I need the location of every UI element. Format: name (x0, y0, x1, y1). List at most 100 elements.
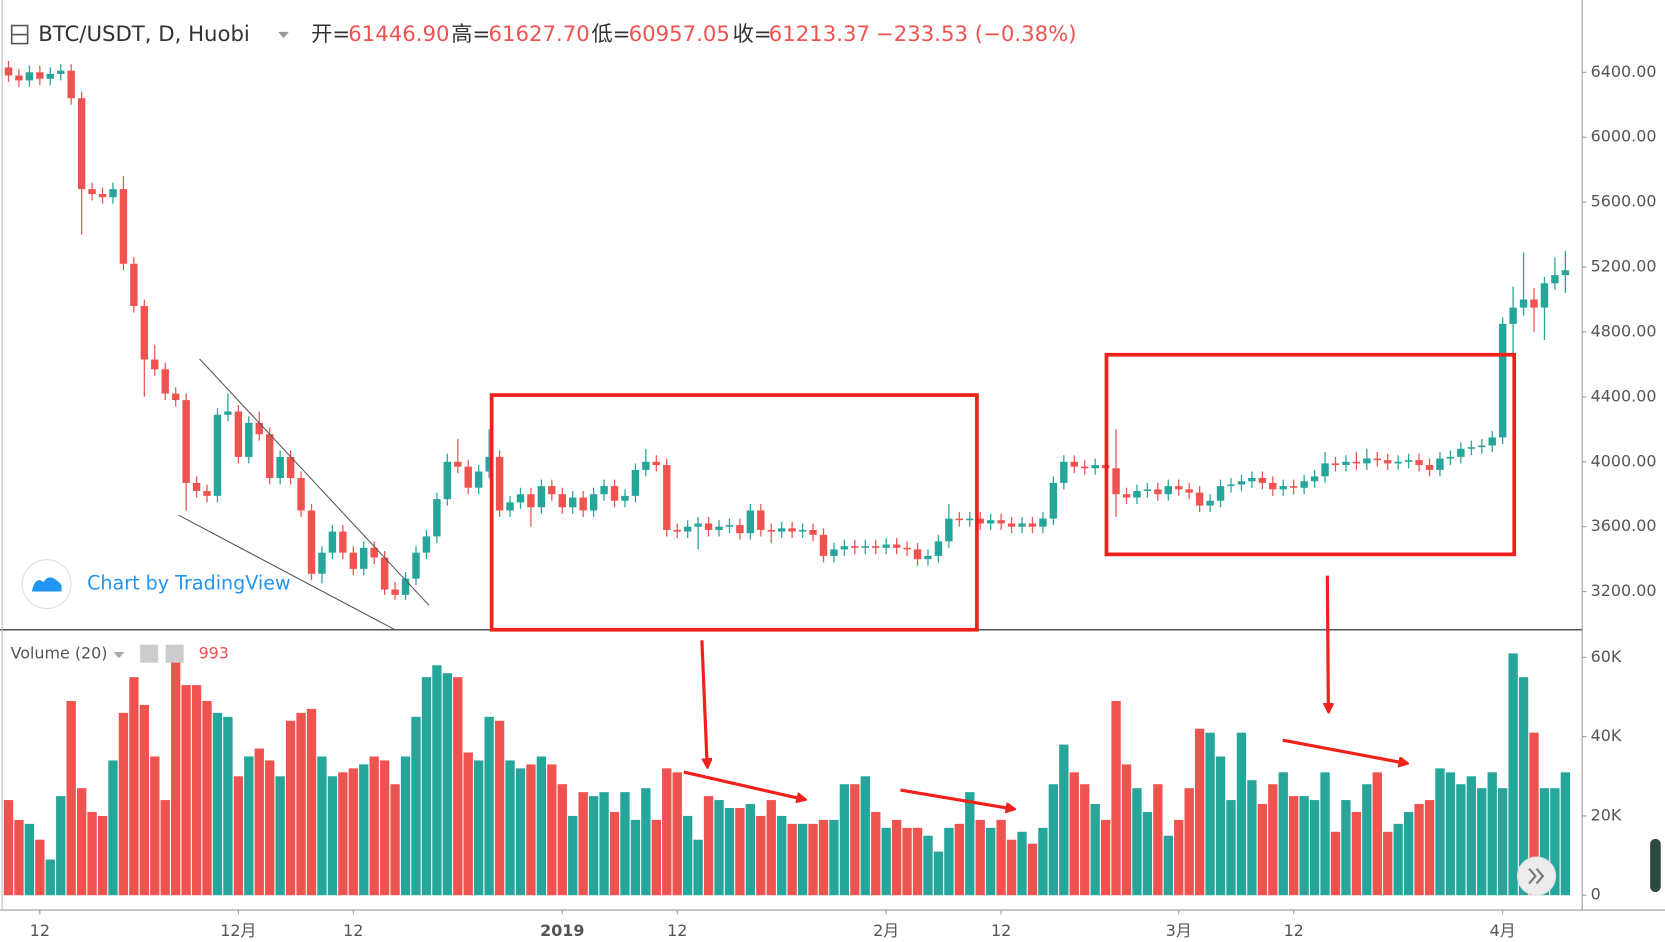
y-tick-label: 4400.00 (1591, 386, 1657, 405)
trend-line (178, 514, 396, 631)
arrow (900, 788, 1014, 809)
volume-bar (1351, 811, 1362, 896)
candle-body (1049, 482, 1058, 519)
candle-body (882, 544, 890, 548)
close-icon[interactable] (165, 644, 184, 663)
volume-bar (1017, 831, 1027, 896)
volume-bar (265, 760, 275, 896)
x-tick-label: 2019 (540, 921, 584, 940)
candle-body (934, 541, 943, 556)
volume-bar (45, 859, 55, 896)
volume-bar (432, 665, 442, 896)
candle-body (1227, 484, 1235, 487)
x-tick-label: 12月 (220, 921, 256, 940)
dropdown-caret[interactable] (113, 652, 125, 659)
candle-body (485, 456, 493, 472)
candle-body (1216, 486, 1225, 501)
candle-body (1425, 465, 1434, 470)
ohlc-value: 61213.37 (769, 22, 870, 47)
volume-bar (317, 756, 327, 896)
candle-body (1321, 463, 1329, 477)
candle-body (548, 486, 556, 495)
volume-bar (933, 851, 944, 896)
candle-body (527, 494, 535, 508)
candle-body (652, 461, 661, 466)
volume-bar (1215, 756, 1226, 896)
volume-bar (1435, 768, 1445, 896)
volume-bar (129, 677, 139, 896)
volume-bar (411, 716, 421, 896)
candle-body (945, 518, 953, 542)
candle-body (673, 529, 681, 532)
y-tick-label: 4000.00 (1591, 451, 1657, 470)
candle-body (1237, 481, 1246, 485)
volume-bar (1550, 788, 1560, 896)
volume-bar (14, 819, 24, 896)
ohlc-name: 开= (311, 22, 350, 47)
volume-bar (24, 823, 35, 896)
volume-bar (1477, 788, 1487, 896)
volume-bar (1121, 764, 1132, 896)
candle-body (903, 547, 911, 550)
candle-body (67, 70, 75, 99)
volume-bar (338, 772, 348, 896)
y-tick-label: 5200.00 (1591, 257, 1657, 276)
candle-body (265, 434, 274, 479)
scrollbar[interactable] (1650, 838, 1661, 893)
candle-body (1540, 283, 1549, 308)
volume-title[interactable]: Volume (20) (11, 644, 108, 663)
volume-bar (212, 712, 223, 896)
volume-bar (672, 772, 682, 896)
y-tick-label: 4800.00 (1591, 321, 1657, 340)
watermark[interactable]: Chart by TradingView (87, 572, 291, 595)
candle-body (88, 189, 96, 195)
x-tick-label: 3月 (1166, 921, 1192, 940)
settings-icon[interactable] (140, 644, 159, 663)
arrow (683, 770, 805, 800)
candle-body (746, 510, 755, 534)
candle-body (924, 555, 932, 560)
highlight-box (1104, 352, 1517, 557)
symbol-title[interactable]: BTC/USDT, D, Huobi (38, 22, 250, 47)
volume-bar (630, 819, 641, 896)
volume-bar (756, 815, 766, 896)
volume-bar (463, 752, 473, 896)
candle-body (694, 523, 702, 527)
volume-bar (735, 807, 745, 896)
candle-body (715, 526, 723, 530)
candle-body (464, 466, 472, 488)
candle-body (1446, 456, 1455, 459)
volume-bar (568, 815, 578, 896)
volume-last: 993 (199, 644, 229, 663)
volume-bar (777, 815, 787, 896)
volume-tick-label: 20K (1591, 805, 1622, 824)
candle-body (234, 411, 243, 457)
volume-bar (996, 819, 1006, 896)
volume-bar (797, 823, 808, 896)
candle-body (1122, 494, 1131, 498)
plot (3, 60, 1571, 896)
candle-body (1112, 468, 1120, 495)
candle-body (46, 73, 55, 79)
volume-bar (1027, 843, 1038, 896)
candle-body (1258, 478, 1267, 483)
x-tick-label: 2月 (873, 921, 899, 940)
candle-body (161, 369, 169, 394)
ohlc-value: 60957.05 (629, 22, 730, 47)
candle-body (516, 494, 525, 503)
candle-body (610, 486, 619, 501)
candle-body (997, 520, 1005, 524)
candle-body (1530, 299, 1538, 308)
dropdown-caret[interactable] (278, 31, 289, 39)
volume-bar (505, 760, 515, 896)
candle-body (171, 393, 180, 401)
candle-body (1415, 460, 1423, 466)
volume-bar (118, 712, 129, 896)
volume-bar (97, 815, 108, 896)
candle-body (255, 422, 263, 435)
volume-bar (965, 792, 975, 896)
volume-bar (191, 685, 202, 896)
candle-body (109, 189, 117, 198)
candle-body (872, 546, 880, 548)
candle-body (1039, 518, 1047, 527)
